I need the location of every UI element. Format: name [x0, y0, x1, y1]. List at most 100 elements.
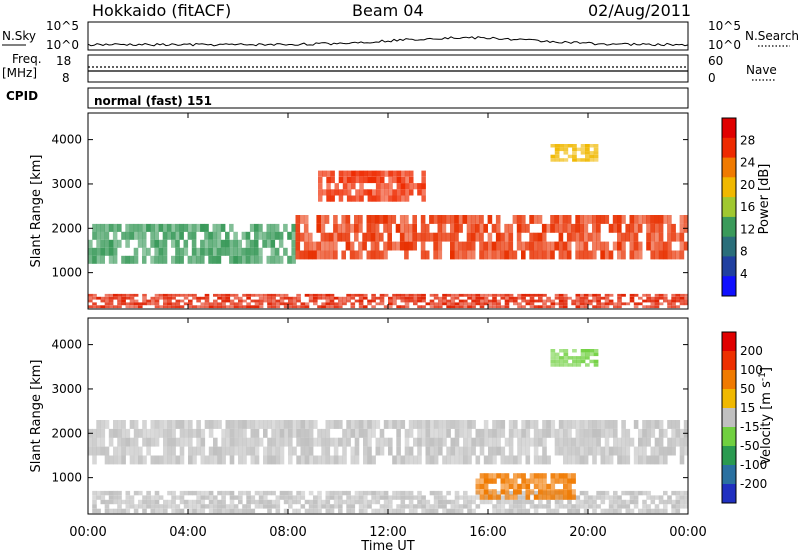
- velocity-cell: [596, 495, 601, 500]
- power-cell: [245, 255, 251, 264]
- power-cell: [437, 232, 443, 242]
- velocity-cell: [592, 508, 597, 514]
- power-cell: [263, 299, 268, 303]
- velocity-cell: [396, 420, 401, 429]
- power-cell: [529, 250, 534, 260]
- velocity-cell: [217, 455, 222, 465]
- velocity-cell: [208, 508, 214, 514]
- velocity-cell: [254, 504, 260, 509]
- velocity-cell: [571, 420, 576, 429]
- velocity-cell: [388, 508, 393, 514]
- power-cell: [117, 223, 122, 232]
- velocity-cell: [129, 495, 135, 500]
- velocity-cell: [129, 446, 135, 456]
- velocity-cell: [346, 504, 351, 509]
- power-cell: [262, 239, 267, 248]
- velocity-cell: [504, 437, 510, 447]
- velocity-cell: [450, 499, 456, 505]
- velocity-cell: [467, 495, 472, 500]
- power-cell: [267, 305, 272, 309]
- power-cell: [579, 215, 584, 224]
- power-cell: [204, 302, 210, 306]
- nave-tick-bottom: 0: [708, 71, 716, 85]
- velocity-cell: [504, 494, 510, 500]
- power-cell: [554, 154, 560, 159]
- power-cell: [412, 241, 417, 251]
- power-cell: [88, 296, 93, 300]
- power-cell: [654, 299, 660, 303]
- velocity-cell: [563, 352, 569, 357]
- power-cell: [316, 215, 321, 224]
- velocity-cell: [425, 504, 431, 509]
- velocity-cell: [585, 352, 590, 357]
- power-cell: [375, 176, 381, 184]
- power-cell: [125, 223, 130, 232]
- velocity-cell: [396, 428, 401, 438]
- velocity-cell: [658, 428, 664, 438]
- velocity-cell: [521, 483, 526, 490]
- velocity-cell: [604, 446, 610, 456]
- velocity-cell: [550, 508, 556, 514]
- velocity-cell: [325, 504, 331, 509]
- velocity-cell: [354, 455, 360, 465]
- power-cell: [175, 231, 180, 240]
- power-cell: [450, 296, 456, 300]
- velocity-cell: [338, 455, 343, 465]
- velocity-cell: [433, 504, 439, 509]
- velocity-cell: [500, 478, 506, 484]
- power-cell: [112, 223, 118, 232]
- velocity-cell: [117, 446, 122, 456]
- power-cell: [326, 176, 331, 184]
- power-cell: [600, 241, 605, 251]
- power-cell: [504, 232, 509, 242]
- power-cell: [488, 293, 493, 297]
- velocity-cell: [683, 446, 689, 456]
- power-cell: [142, 223, 147, 232]
- power-cell: [396, 176, 402, 184]
- velocity-cell: [508, 508, 514, 514]
- power-cell: [254, 223, 259, 232]
- power-cell: [400, 183, 406, 190]
- velocity-cell: [554, 446, 560, 456]
- power-cell: [479, 223, 484, 233]
- velocity-cell: [296, 495, 301, 500]
- velocity-cell: [671, 508, 676, 514]
- velocity-cell: [663, 490, 668, 496]
- power-cell: [683, 299, 689, 303]
- power-cell: [425, 302, 431, 306]
- velocity-cell: [408, 420, 414, 429]
- velocity-cell: [217, 499, 222, 505]
- power-cell: [521, 299, 526, 303]
- power-cell: [254, 247, 259, 256]
- power-cell: [334, 183, 339, 190]
- power-cell: [421, 183, 426, 190]
- velocity-cell: [479, 446, 485, 456]
- velocity-cell: [521, 504, 526, 509]
- velocity-cell: [583, 508, 589, 514]
- velocity-cell: [517, 446, 522, 456]
- velocity-cell: [683, 437, 689, 447]
- velocity-cell: [613, 508, 618, 514]
- power-cell: [608, 299, 614, 303]
- velocity-cell: [442, 499, 447, 505]
- power-cell: [379, 296, 385, 300]
- power-cell: [308, 232, 313, 242]
- power-cell: [204, 299, 210, 303]
- power-cell: [379, 293, 385, 297]
- power-cell: [216, 231, 222, 240]
- power-cell: [216, 255, 222, 264]
- velocity-cell: [267, 420, 272, 429]
- velocity-cell: [654, 508, 660, 514]
- power-cell: [529, 241, 534, 251]
- power-cell: [550, 158, 556, 162]
- power-cell: [413, 302, 418, 306]
- velocity-cell: [454, 508, 460, 514]
- velocity-cell: [521, 473, 526, 479]
- power-cell: [470, 223, 476, 233]
- velocity-cell: [300, 428, 306, 438]
- power-cell: [433, 293, 439, 297]
- power-cell: [537, 215, 543, 224]
- velocity-cell: [158, 455, 164, 465]
- power-cell: [413, 299, 418, 303]
- velocity-cell: [279, 455, 285, 465]
